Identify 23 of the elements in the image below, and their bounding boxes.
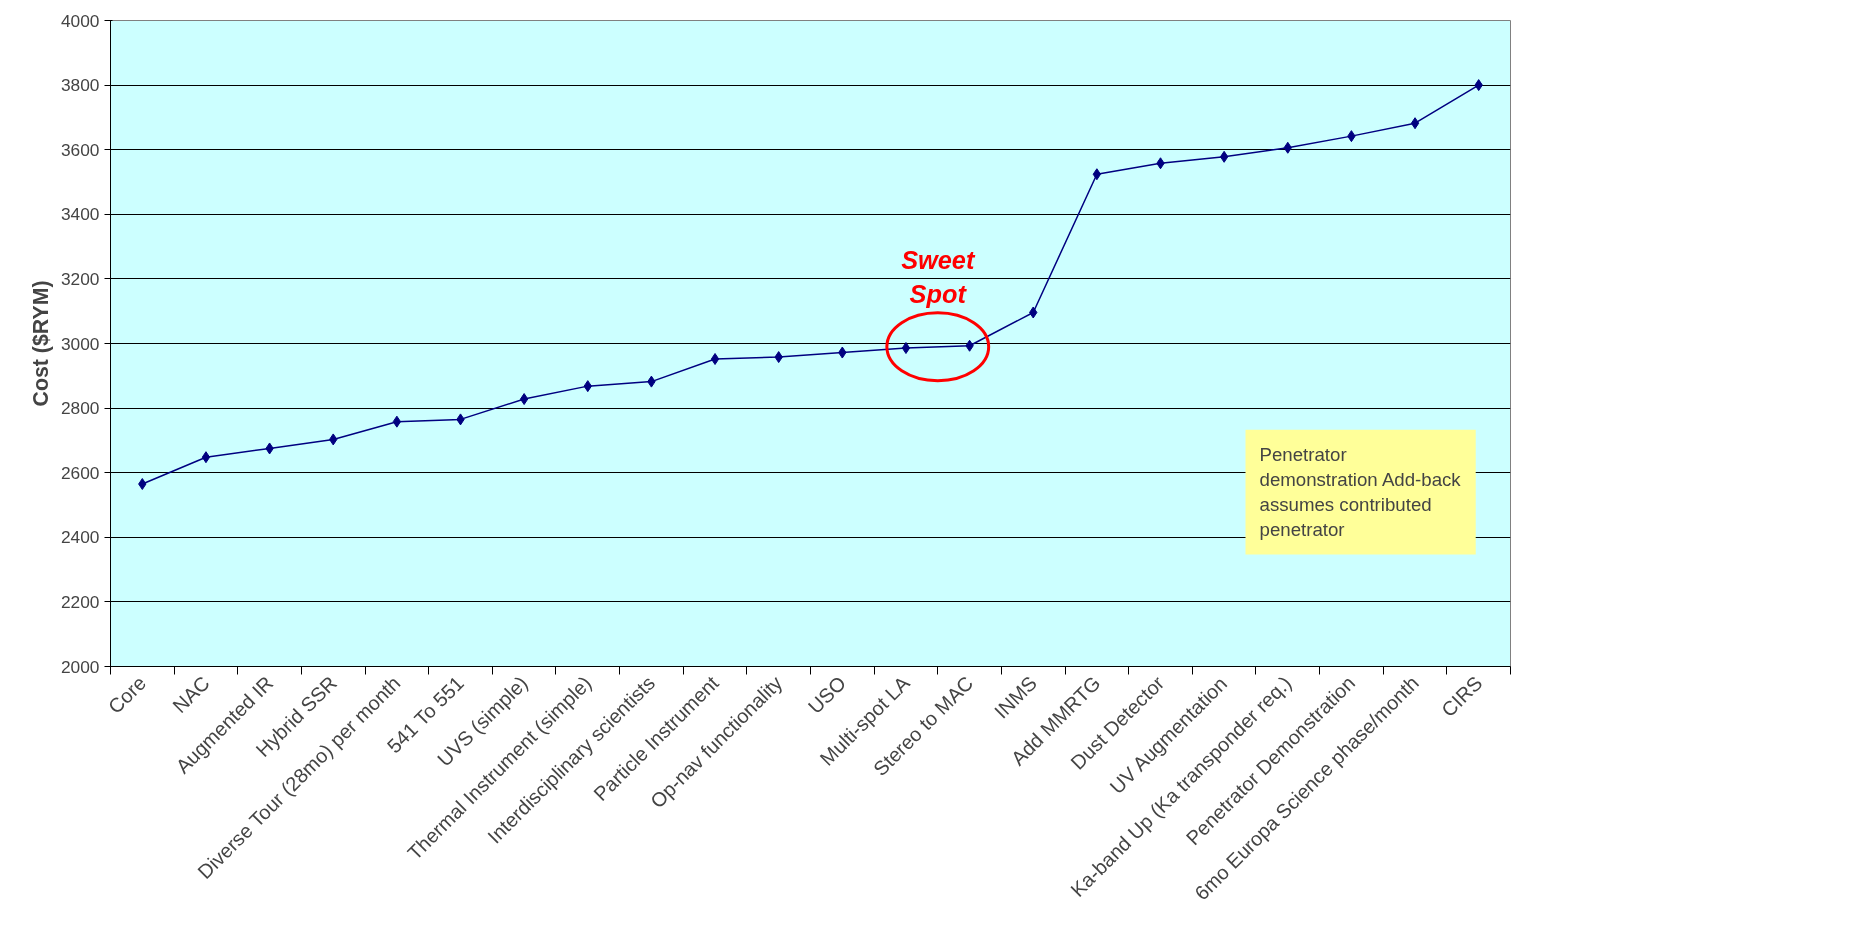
y-axis-title: Cost ($RYM) xyxy=(28,280,53,407)
y-tick-label: 3800 xyxy=(60,75,100,96)
point xyxy=(1410,117,1420,130)
y-tick-label: 2800 xyxy=(60,398,100,419)
y-tick-label: 2200 xyxy=(60,591,100,612)
y-tick-label: 2400 xyxy=(60,527,100,548)
point xyxy=(201,451,211,464)
point xyxy=(519,393,529,406)
annotation: Sweet Spot xyxy=(901,246,976,308)
annotation: Penetrator demonstration Add-back assumes contributed penetrator xyxy=(1259,443,1462,541)
point xyxy=(392,415,402,428)
y-tick-label: 2600 xyxy=(60,462,100,483)
y-tick-label: 3200 xyxy=(60,268,100,289)
y-tick-label: 2000 xyxy=(60,656,100,677)
x-tick-label: Core xyxy=(103,671,151,718)
y-tick-label: 3000 xyxy=(60,333,100,354)
point xyxy=(1092,168,1102,181)
y-tick-label: 3600 xyxy=(60,139,100,160)
point xyxy=(1219,150,1229,163)
point xyxy=(901,342,911,355)
y-tick-label: 3400 xyxy=(60,204,100,225)
point xyxy=(710,353,720,365)
y-tick-label: 4000 xyxy=(60,10,100,31)
